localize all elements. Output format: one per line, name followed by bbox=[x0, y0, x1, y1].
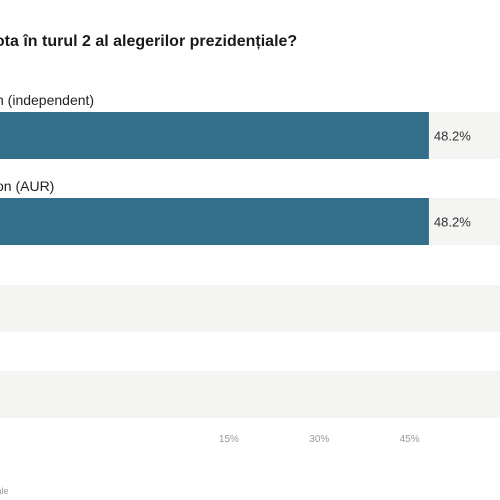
bar-track bbox=[0, 285, 500, 332]
x-tick-label: 15% bbox=[219, 434, 239, 445]
x-tick-label: 30% bbox=[309, 434, 329, 445]
category-label: n (independent) bbox=[0, 92, 94, 108]
bar-value-label: 48.2% bbox=[434, 129, 471, 144]
category-label: on (AUR) bbox=[0, 178, 54, 194]
chart-title: vota în turul 2 al alegerilor prezidenți… bbox=[0, 33, 298, 50]
bar bbox=[0, 198, 429, 245]
bar-value-label: 48.2% bbox=[434, 215, 471, 230]
x-tick-label: 45% bbox=[400, 434, 420, 445]
bar bbox=[0, 112, 429, 159]
bar-track bbox=[0, 371, 500, 418]
source-footer: l Prezidențiale bbox=[0, 486, 9, 496]
